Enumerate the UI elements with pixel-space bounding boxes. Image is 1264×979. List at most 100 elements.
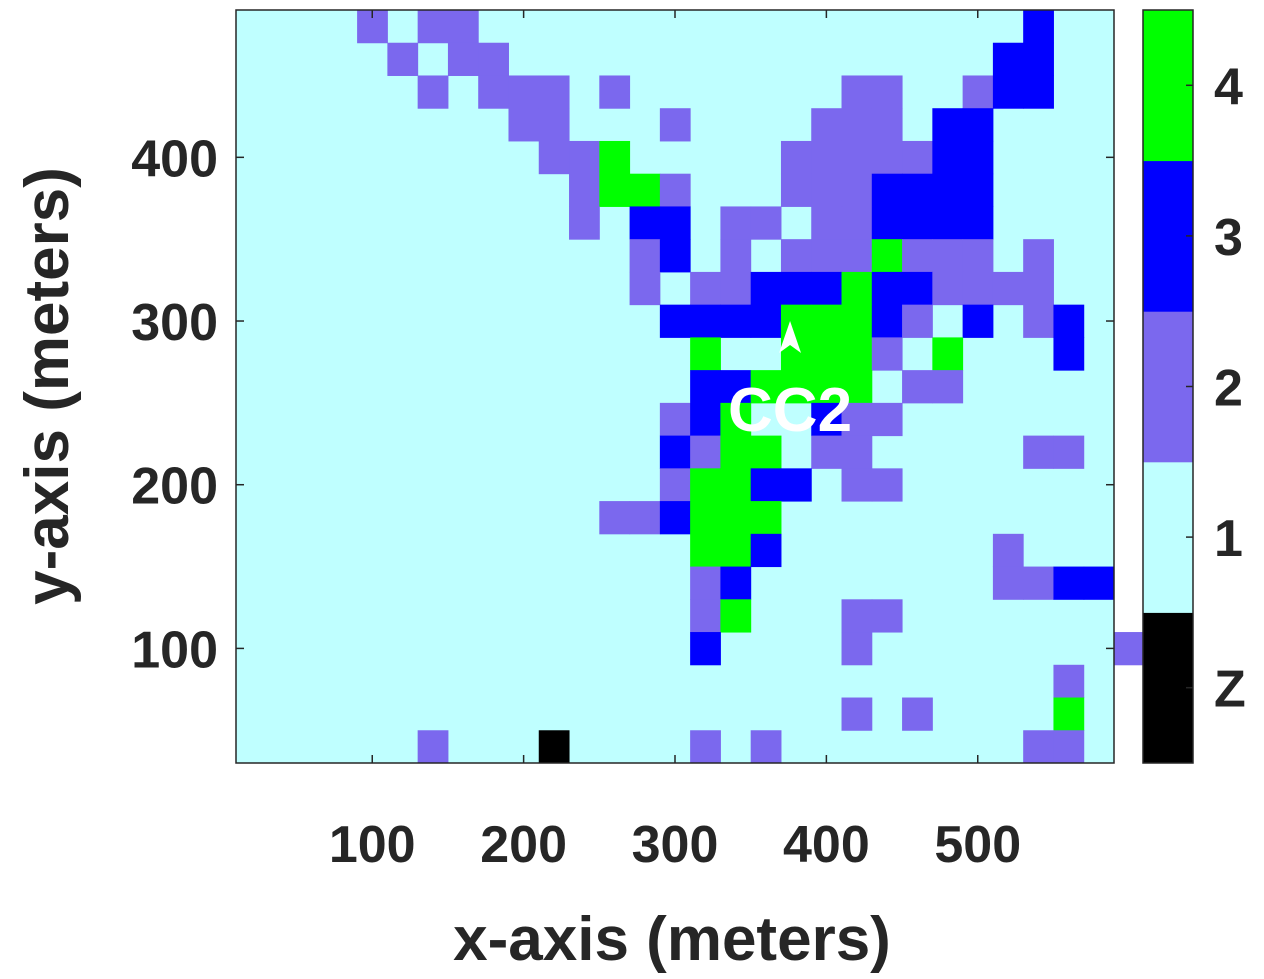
heatmap-cell	[750, 435, 782, 469]
heatmap-cell	[1083, 566, 1115, 600]
heatmap-cell	[780, 468, 812, 502]
heatmap-cell	[1023, 239, 1054, 273]
heatmap-cell	[841, 75, 873, 109]
heatmap-cell	[690, 566, 721, 600]
heatmap-cell	[538, 730, 570, 764]
heatmap-cell	[569, 173, 600, 207]
heatmap-cell	[811, 239, 843, 273]
heatmap-cell	[962, 173, 994, 207]
heatmap-cell	[720, 402, 752, 437]
y-tick-label: 100	[131, 621, 218, 679]
heatmap-cell	[992, 566, 1024, 600]
heatmap-cell	[659, 239, 691, 273]
y-tick-labels: 100 200 300 400	[131, 130, 218, 679]
heatmap-cell	[932, 173, 964, 207]
heatmap-cell	[841, 337, 873, 371]
heatmap-cell	[538, 108, 570, 142]
heatmap-cell	[659, 173, 691, 207]
heatmap-cell	[750, 304, 782, 338]
heatmap-cell	[902, 271, 933, 306]
heatmap-cell	[750, 206, 782, 240]
heatmap-cell	[841, 632, 873, 666]
heatmap-cell	[750, 370, 782, 404]
heatmap-cell	[720, 566, 752, 600]
heatmap-cell	[871, 599, 903, 633]
heatmap-cell	[811, 173, 843, 207]
heatmap-cell	[1023, 304, 1054, 338]
heatmap-cell	[690, 337, 721, 371]
heatmap-cell	[902, 370, 933, 404]
heatmap-cell	[508, 75, 540, 109]
heatmap-cell	[659, 206, 691, 240]
heatmap-cell	[811, 337, 843, 371]
heatmap-cell	[841, 468, 873, 502]
heatmap-cell	[841, 140, 873, 175]
heatmap-cell	[1053, 566, 1085, 600]
heatmap-cell	[1023, 75, 1054, 109]
heatmap-cell	[720, 468, 752, 502]
heatmap-cell	[871, 402, 903, 437]
heatmap-cell	[750, 730, 782, 764]
heatmap-cell	[690, 271, 721, 306]
heatmap-cell	[902, 304, 933, 338]
x-tick-label: 300	[632, 816, 719, 874]
heatmap-cell	[720, 206, 752, 240]
heatmap-cell	[569, 140, 600, 175]
axis-ticks	[236, 10, 1114, 763]
heatmap-cell	[902, 697, 933, 731]
heatmap-cell	[841, 304, 873, 338]
heatmap-cell	[962, 271, 994, 306]
heatmap-cell	[599, 501, 631, 535]
heatmap-cell	[720, 370, 752, 404]
heatmap-cell	[932, 370, 964, 404]
colorbar: Z 1 2 3 4	[1142, 9, 1246, 764]
heatmap-cell	[690, 370, 721, 404]
colorbar-swatch	[1143, 311, 1193, 463]
heatmap-cell	[871, 75, 903, 109]
colorbar-frame	[1142, 9, 1194, 764]
heatmap-cell	[932, 206, 964, 240]
heatmap-cell	[841, 435, 873, 469]
heatmap-cell	[659, 402, 691, 437]
heatmap-cell	[932, 337, 964, 371]
heatmap-cell	[871, 337, 903, 371]
heatmap-cell	[478, 75, 509, 109]
heatmap-cell	[962, 140, 994, 175]
colorbar-label: Z	[1214, 661, 1246, 719]
heatmap-cell	[992, 271, 1024, 306]
heatmap-cell	[841, 206, 873, 240]
heatmap-cell	[690, 632, 721, 666]
heatmap-cell	[690, 533, 721, 568]
heatmap-cell	[1023, 271, 1054, 306]
x-tick-label: 400	[783, 816, 870, 874]
heatmap-cell	[811, 271, 843, 306]
heatmap-cell	[841, 599, 873, 633]
heatmap-cell	[750, 501, 782, 535]
heatmap-cell	[841, 402, 873, 437]
heatmap-cell	[538, 75, 570, 109]
heatmap-cells	[236, 10, 1145, 764]
heatmap-cell	[962, 304, 994, 338]
heatmap-cell	[780, 271, 812, 306]
heatmap-cell	[690, 730, 721, 764]
heatmap-cell	[720, 533, 752, 568]
heatmap-cell	[417, 10, 449, 44]
heatmap-cell	[1053, 730, 1085, 764]
heatmap-cell	[962, 108, 994, 142]
heatmap-cell	[871, 468, 903, 502]
heatmap-cell	[1053, 697, 1085, 731]
annotation-label: CC2	[728, 376, 852, 445]
heatmap-cell	[750, 533, 782, 568]
colorbar-swatch	[1143, 612, 1193, 764]
heatmap-cell	[932, 239, 964, 273]
heatmap-cell	[599, 173, 631, 207]
heatmap-cell	[811, 140, 843, 175]
colorbar-label: 4	[1214, 58, 1243, 116]
heatmap-cell	[508, 108, 540, 142]
heatmap-cell	[780, 304, 812, 338]
heatmap-cell	[659, 304, 691, 338]
y-tick-label: 400	[131, 130, 218, 188]
heatmap-cell	[1053, 435, 1085, 469]
x-tick-labels: 100 200 300 400 500	[329, 816, 1021, 874]
